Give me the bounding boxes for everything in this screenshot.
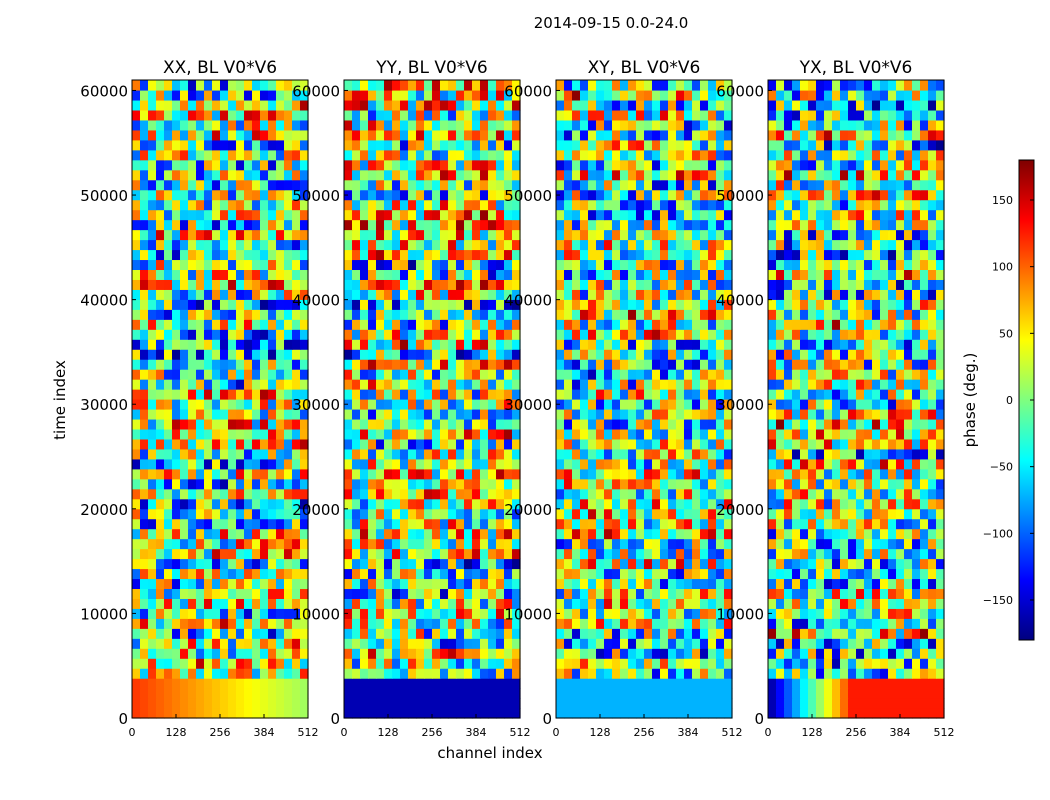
y-tick-label: 20000 [292, 501, 340, 519]
panel-2-title: YY, BL V0*V6 [375, 58, 488, 78]
x-tick-label: 0 [553, 726, 560, 739]
y-tick-label: 40000 [716, 292, 764, 310]
x-tick-label: 256 [422, 726, 443, 739]
panel-1-phase-image [132, 80, 309, 719]
x-tick-label: 512 [934, 726, 955, 739]
y-tick-label: 50000 [504, 187, 552, 205]
x-tick-label: 0 [341, 726, 348, 739]
colorbar-tick-label: 50 [999, 327, 1013, 340]
x-tick-label: 512 [510, 726, 531, 739]
x-tick-label: 128 [590, 726, 611, 739]
x-tick-label: 0 [129, 726, 136, 739]
x-tick-label: 384 [466, 726, 487, 739]
y-tick-label: 60000 [504, 82, 552, 100]
x-tick-label: 128 [802, 726, 823, 739]
y-tick-label: 50000 [80, 187, 128, 205]
y-tick-label: 30000 [504, 396, 552, 414]
y-axis-label: time index [51, 360, 69, 440]
y-tick-label: 20000 [80, 501, 128, 519]
colorbar-label: phase (deg.) [961, 353, 979, 448]
panel-3-phase-image [556, 80, 733, 719]
y-tick-label: 40000 [80, 292, 128, 310]
panel-2: YY, BL V0*V6 0 128 256 384 512 0 10000 20000 3000… [292, 58, 530, 739]
y-tick-label: 10000 [80, 605, 128, 623]
y-tick-label: 0 [754, 710, 764, 728]
x-tick-label: 128 [166, 726, 187, 739]
y-tick-label: 30000 [80, 396, 128, 414]
colorbar-tick-label: −50 [990, 461, 1013, 474]
panel-2-phase-image [344, 80, 521, 719]
y-tick-label: 30000 [716, 396, 764, 414]
x-tick-label: 512 [298, 726, 319, 739]
y-tick-label: 60000 [292, 82, 340, 100]
y-tick-label: 50000 [716, 187, 764, 205]
panel-4-title: YX, BL V0*V6 [799, 58, 913, 78]
x-tick-label: 0 [765, 726, 772, 739]
y-tick-label: 60000 [80, 82, 128, 100]
y-tick-label: 40000 [504, 292, 552, 310]
y-tick-label: 20000 [504, 501, 552, 519]
colorbar-tick-label: 0 [1006, 394, 1013, 407]
panel-4: YX, BL V0*V6 0 128 256 384 512 0 10000 20000 3000… [716, 58, 954, 739]
y-tick-label: 0 [118, 710, 128, 728]
y-tick-label: 0 [330, 710, 340, 728]
colorbar-tick-label: −150 [983, 594, 1013, 607]
y-tick-label: 0 [542, 710, 552, 728]
colorbar-tick-label: 100 [992, 261, 1013, 274]
x-tick-label: 384 [254, 726, 275, 739]
panel-4-phase-image [768, 80, 945, 719]
colorbar: −150 −100 −50 0 50 100 150 phase (deg.) [961, 159, 1035, 641]
y-tick-label: 30000 [292, 396, 340, 414]
x-tick-label: 384 [678, 726, 699, 739]
y-tick-label: 20000 [716, 501, 764, 519]
x-tick-label: 384 [890, 726, 911, 739]
figure-title: 2014-09-15 0.0-24.0 [534, 14, 689, 32]
y-tick-label: 50000 [292, 187, 340, 205]
colorbar-tick-label: 150 [992, 194, 1013, 207]
panels-group: XX, BL V0*V6 0 128 256 384 512 0 10000 20000 3000… [80, 58, 954, 739]
x-tick-label: 256 [634, 726, 655, 739]
x-tick-label: 128 [378, 726, 399, 739]
panel-3: XY, BL V0*V6 0 128 256 384 512 0 10000 20000 3000… [504, 58, 742, 739]
x-tick-label: 512 [722, 726, 743, 739]
y-tick-label: 60000 [716, 82, 764, 100]
y-tick-label: 40000 [292, 292, 340, 310]
x-tick-label: 256 [846, 726, 867, 739]
panel-1-title: XX, BL V0*V6 [163, 58, 277, 78]
y-tick-label: 10000 [292, 605, 340, 623]
colorbar-tick-label: −100 [983, 527, 1013, 540]
panel-1: XX, BL V0*V6 0 128 256 384 512 0 10000 20000 3000… [80, 58, 318, 739]
y-tick-label: 10000 [504, 605, 552, 623]
y-tick-label: 10000 [716, 605, 764, 623]
x-tick-label: 256 [210, 726, 231, 739]
x-axis-label: channel index [437, 744, 542, 762]
panel-3-title: XY, BL V0*V6 [588, 58, 701, 78]
